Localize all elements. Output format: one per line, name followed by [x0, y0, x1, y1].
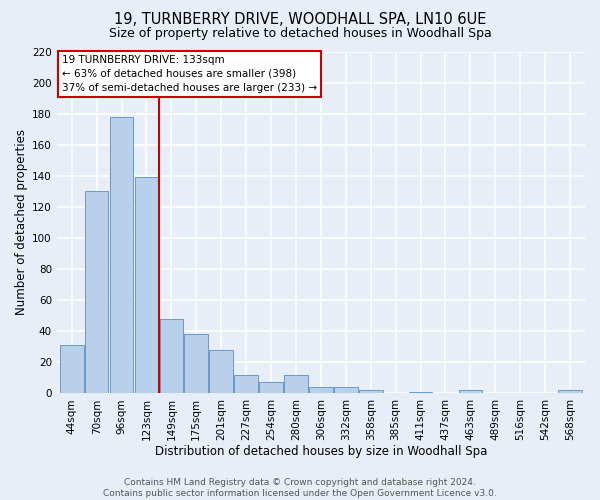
Bar: [60, 345, 83, 394]
Bar: [558, 390, 582, 394]
Bar: [309, 387, 333, 394]
Y-axis label: Number of detached properties: Number of detached properties: [15, 130, 28, 316]
X-axis label: Distribution of detached houses by size in Woodhall Spa: Distribution of detached houses by size …: [155, 444, 487, 458]
Bar: [160, 319, 183, 394]
Bar: [359, 390, 383, 394]
Text: 19, TURNBERRY DRIVE, WOODHALL SPA, LN10 6UE: 19, TURNBERRY DRIVE, WOODHALL SPA, LN10 …: [114, 12, 486, 28]
Bar: [209, 350, 233, 394]
Bar: [110, 117, 133, 394]
Bar: [409, 392, 433, 394]
Bar: [235, 374, 258, 394]
Text: Size of property relative to detached houses in Woodhall Spa: Size of property relative to detached ho…: [109, 28, 491, 40]
Bar: [284, 374, 308, 394]
Bar: [184, 334, 208, 394]
Bar: [259, 382, 283, 394]
Bar: [334, 387, 358, 394]
Text: Contains HM Land Registry data © Crown copyright and database right 2024.
Contai: Contains HM Land Registry data © Crown c…: [103, 478, 497, 498]
Bar: [134, 178, 158, 394]
Bar: [458, 390, 482, 394]
Bar: [85, 192, 109, 394]
Text: 19 TURNBERRY DRIVE: 133sqm
← 63% of detached houses are smaller (398)
37% of sem: 19 TURNBERRY DRIVE: 133sqm ← 63% of deta…: [62, 55, 317, 93]
